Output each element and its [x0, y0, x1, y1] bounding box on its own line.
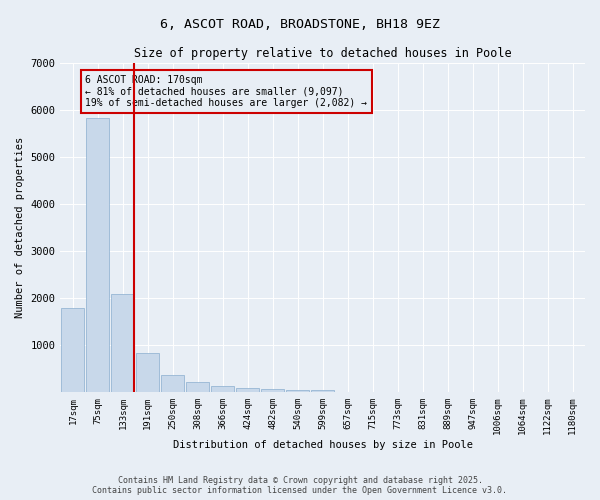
Y-axis label: Number of detached properties: Number of detached properties — [15, 137, 25, 318]
Bar — [112, 294, 134, 392]
Bar — [187, 382, 209, 392]
Text: Contains HM Land Registry data © Crown copyright and database right 2025.
Contai: Contains HM Land Registry data © Crown c… — [92, 476, 508, 495]
Title: Size of property relative to detached houses in Poole: Size of property relative to detached ho… — [134, 48, 512, 60]
Bar — [86, 118, 109, 392]
Bar — [236, 388, 259, 392]
Bar — [286, 390, 309, 392]
X-axis label: Distribution of detached houses by size in Poole: Distribution of detached houses by size … — [173, 440, 473, 450]
Text: 6 ASCOT ROAD: 170sqm
← 81% of detached houses are smaller (9,097)
19% of semi-de: 6 ASCOT ROAD: 170sqm ← 81% of detached h… — [85, 75, 367, 108]
Bar — [311, 390, 334, 392]
Text: 6, ASCOT ROAD, BROADSTONE, BH18 9EZ: 6, ASCOT ROAD, BROADSTONE, BH18 9EZ — [160, 18, 440, 30]
Bar — [211, 386, 234, 392]
Bar — [61, 308, 85, 392]
Bar — [136, 354, 160, 392]
Bar — [161, 375, 184, 392]
Bar — [261, 388, 284, 392]
